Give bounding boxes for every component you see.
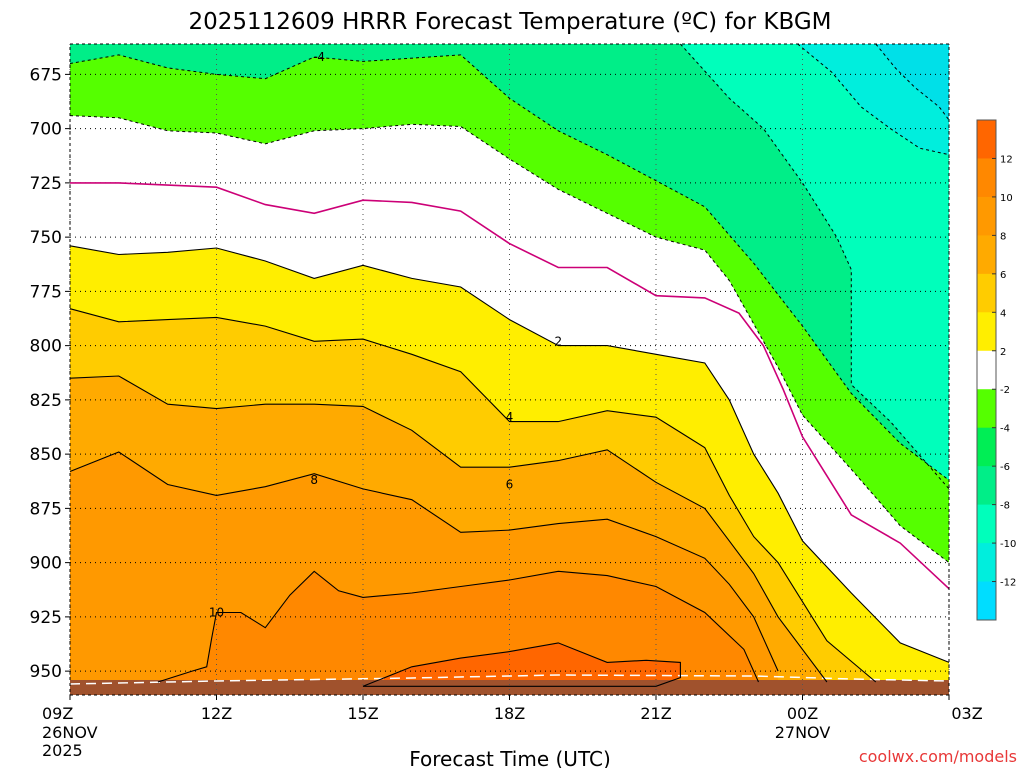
x-tick-label: 00Z [787, 704, 818, 723]
colorbar-swatch [977, 581, 996, 621]
colorbar-label: -6 [1000, 462, 1010, 473]
contour-12 [362, 642, 681, 687]
y-axis: 675 700 725 750 775 800 825 850 875 900 925 950 [30, 65, 70, 682]
terrain-fill [70, 680, 949, 695]
contour-6 [69, 375, 828, 683]
x-tick-sublabel: 27NOV [775, 723, 831, 742]
colorbar-frame [976, 119, 997, 621]
colorbar-label: -8 [1000, 501, 1010, 512]
contour--10 [875, 43, 950, 121]
colorbar-label: -2 [1000, 385, 1010, 396]
colorbar-swatch [977, 312, 996, 352]
x-axis-label: Forecast Time (UTC) [409, 747, 611, 768]
contour-4 [69, 308, 877, 683]
x-tick-label: 18Z [494, 704, 525, 723]
grid-lines [69, 44, 950, 695]
x-tick-label: 15Z [347, 704, 378, 723]
colorbar-swatch [977, 427, 996, 467]
colorbar-label: 12 [1000, 154, 1013, 165]
contour-label: 4 [506, 410, 514, 424]
contour--8 [797, 43, 950, 156]
y-tick-label: 750 [30, 228, 62, 248]
colorbar-label: 10 [1000, 193, 1013, 204]
contour-2 [69, 245, 950, 663]
x-tick-sublabel: 2025 [42, 741, 83, 760]
colorbar-swatch [977, 273, 996, 313]
y-tick-label: 825 [30, 391, 62, 411]
y-tick-label: 875 [30, 499, 62, 519]
contour-label: 10 [209, 606, 224, 620]
contour-labels: -4 2 4 6 8 10 [209, 50, 562, 620]
y-tick-label: 700 [30, 120, 62, 140]
contour-label: 6 [506, 478, 514, 492]
contour--4 [69, 54, 950, 481]
colorbar-swatch [977, 158, 996, 198]
colorbar-swatch [977, 466, 996, 506]
contour-0 [70, 182, 950, 590]
colorbar-label: 8 [1000, 231, 1006, 242]
contour-10 [157, 570, 760, 683]
colorbar-swatch [977, 196, 996, 236]
colorbar-swatch [977, 120, 996, 159]
x-tick-label: 09Z [42, 704, 73, 723]
temperature-fill-bands [70, 44, 949, 696]
chart-title: 2025112609 HRRR Forecast Temperature (ºC… [188, 9, 831, 35]
contour--2 [69, 115, 950, 563]
x-tick-label: 12Z [201, 704, 232, 723]
x-tick-label: 21Z [640, 704, 671, 723]
y-tick-label: 675 [30, 65, 62, 85]
contour-8 [69, 451, 779, 672]
colorbar-swatch [977, 350, 996, 390]
y-tick-label: 800 [30, 337, 62, 357]
contour-lines [69, 43, 950, 687]
y-tick-label: 950 [30, 662, 62, 682]
colorbar-swatch [977, 235, 996, 275]
credit-link[interactable]: coolwx.com/models [859, 747, 1017, 766]
terrain-edge [69, 674, 950, 685]
y-tick-label: 775 [30, 282, 62, 302]
y-tick-label: 850 [30, 445, 62, 465]
colorbar-label: -12 [1000, 578, 1016, 589]
contour--6 [680, 43, 950, 490]
y-tick-label: 925 [30, 608, 62, 628]
contour-label: -4 [313, 50, 325, 64]
colorbar-swatch [977, 504, 996, 544]
y-tick-label: 900 [30, 554, 62, 574]
contour-label: 2 [555, 334, 563, 348]
colorbar: 12 10 8 6 4 2 -2 -4 -6 -8 -10 -12 [976, 119, 1016, 621]
colorbar-swatch [977, 389, 996, 429]
colorbar-label: -10 [1000, 539, 1016, 550]
colorbar-label: 4 [1000, 308, 1006, 319]
x-tick-sublabel: 26NOV [42, 723, 98, 742]
y-tick-label: 725 [30, 174, 62, 194]
terrain-band [69, 674, 950, 695]
contour-label: 8 [310, 473, 318, 487]
colorbar-swatch [977, 543, 996, 583]
x-tick-label: 03Z [951, 704, 982, 723]
colorbar-label: 6 [1000, 270, 1006, 281]
colorbar-label: 2 [1000, 347, 1006, 358]
colorbar-label: -4 [1000, 424, 1010, 435]
